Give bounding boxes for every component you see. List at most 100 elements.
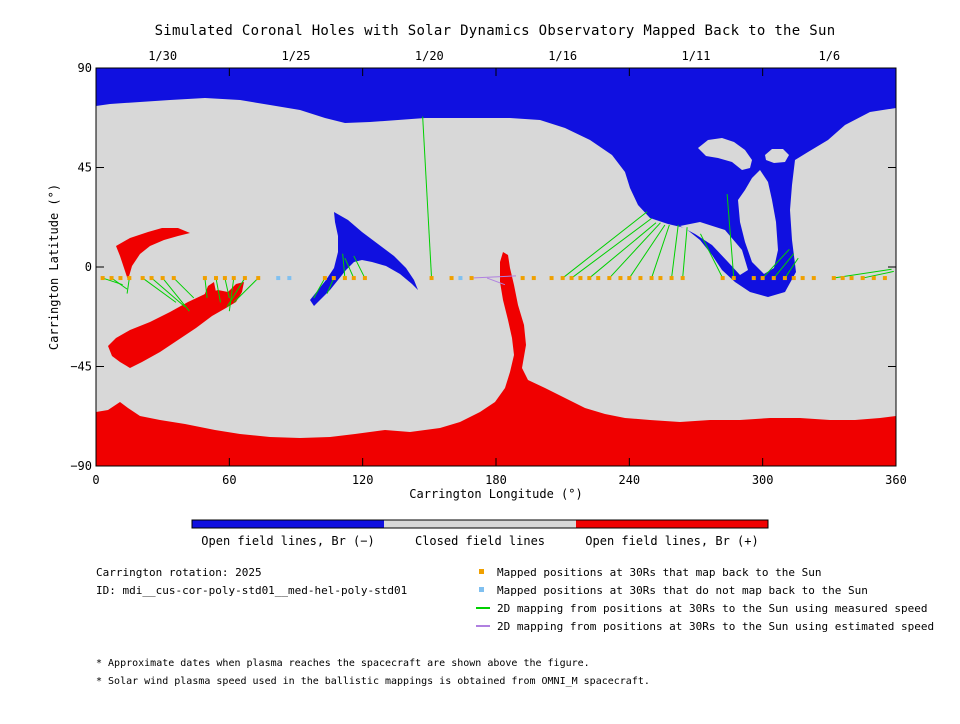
mapped-point	[560, 276, 565, 281]
mapped-point	[627, 276, 632, 281]
measured-mapping-line	[353, 255, 366, 279]
mapped-point	[171, 276, 176, 281]
x-tick-label: 180	[485, 473, 507, 487]
mapped-point	[871, 276, 876, 281]
mapped-point	[731, 276, 736, 281]
legend-unmapped-marker	[479, 587, 484, 592]
mapped-point	[256, 276, 261, 281]
colorbar-positive-segment	[576, 520, 768, 528]
mapped-point	[760, 276, 765, 281]
mapped-point	[751, 276, 756, 281]
y-tick-label: −45	[70, 360, 92, 374]
closed-island-2	[765, 149, 789, 163]
mapped-point	[231, 276, 236, 281]
mapped-point	[520, 276, 525, 281]
mapped-point	[849, 276, 854, 281]
mapped-point	[860, 276, 865, 281]
legend: Mapped positions at 30Rs that map back t…	[476, 566, 934, 633]
measured-mapping-line	[226, 277, 246, 308]
mapped-point	[242, 276, 247, 281]
mapped-point	[587, 276, 592, 281]
mapped-point	[331, 276, 336, 281]
mapped-point	[140, 276, 145, 281]
positive-coronal-hole-small	[204, 282, 216, 304]
measured-mapping-line	[589, 222, 657, 279]
closed-island-1	[698, 138, 752, 170]
x-axis-label: Carrington Longitude (°)	[409, 487, 582, 501]
measured-mapping-line	[628, 224, 666, 279]
measured-mapping-line	[422, 116, 433, 279]
mapped-point	[127, 276, 132, 281]
x-tick-label: 360	[885, 473, 907, 487]
model-id: ID: mdi__cus-cor-poly-std01__med-hel-pol…	[96, 584, 407, 597]
date-tick-label: 1/6	[818, 49, 840, 63]
y-tick-label: 45	[78, 161, 92, 175]
date-tick-label: 1/20	[415, 49, 444, 63]
measured-mapping-line	[344, 257, 355, 279]
equatorial-negative-coronal-hole	[310, 212, 418, 306]
colorbar-negative-segment	[192, 520, 384, 528]
carrington-rotation: Carrington rotation: 2025	[96, 566, 262, 579]
colorbar-frame	[191, 519, 769, 529]
x-axis: 0 60 120 180 240 300 360	[92, 68, 907, 487]
unmapped-point	[276, 276, 281, 281]
mapped-point	[429, 276, 434, 281]
y-axis: 90 45 0 −45 −90	[70, 61, 896, 473]
mapped-point	[449, 276, 454, 281]
unmapped-points	[276, 276, 463, 281]
mapped-point	[569, 276, 574, 281]
measured-mapping-line	[173, 277, 195, 299]
colorbar-label-negative: Open field lines, Br (−)	[201, 534, 374, 548]
x-tick-label: 120	[352, 473, 374, 487]
mapped-point	[109, 276, 114, 281]
chart-title: Simulated Coronal Holes with Solar Dynam…	[155, 23, 836, 39]
legend-mapped-label: Mapped positions at 30Rs that map back t…	[497, 566, 822, 579]
date-tick-label: 1/30	[148, 49, 177, 63]
colorbar-label-closed: Closed field lines	[415, 534, 545, 548]
measured-mapping-line	[762, 248, 790, 279]
mapped-point	[214, 276, 218, 281]
measured-mapping-line	[313, 277, 326, 299]
legend-measured-label: 2D mapping from positions at 30Rs to the…	[497, 602, 927, 615]
estimated-speed-mappings	[471, 275, 517, 286]
mapped-point	[618, 276, 623, 281]
mapped-point	[351, 276, 356, 281]
estimated-mapping-line	[471, 275, 517, 279]
measured-mapping-line	[726, 193, 735, 279]
legend-unmapped-label: Mapped positions at 30Rs that do not map…	[497, 584, 868, 597]
south-polar-coronal-hole	[96, 252, 896, 466]
mapped-point	[222, 276, 227, 281]
date-tick-label: 1/11	[682, 49, 711, 63]
mapped-point	[100, 276, 105, 281]
measured-mapping-line	[111, 277, 128, 290]
mapped-point	[596, 276, 601, 281]
measured-mapping-line	[233, 277, 259, 303]
mapped-point	[202, 276, 207, 281]
measured-mapping-line	[224, 277, 230, 299]
measured-mapping-line	[651, 224, 670, 279]
top-date-axis: 1/30 1/25 1/20 1/16 1/11 1/6	[148, 49, 840, 63]
mapped-point	[160, 276, 165, 281]
closed-island-3	[738, 170, 778, 274]
measured-mapping-line	[215, 277, 221, 303]
measured-mapping-line	[162, 277, 190, 312]
legend-mapped-marker	[479, 569, 484, 574]
x-tick-label: 0	[92, 473, 99, 487]
x-tick-label: 240	[618, 473, 640, 487]
mapped-point	[531, 276, 536, 281]
y-tick-label: 90	[78, 61, 92, 75]
measured-mapping-line	[562, 211, 648, 279]
mapped-point	[469, 276, 474, 281]
measured-mapping-line	[671, 224, 679, 279]
mapped-point	[791, 276, 796, 281]
footnote-dates: * Approximate dates when plasma reaches …	[96, 658, 590, 669]
closed-lane	[680, 222, 748, 275]
date-tick-label: 1/16	[548, 49, 577, 63]
y-axis-label: Carrington Latitude (°)	[47, 184, 61, 350]
mapped-point	[607, 276, 612, 281]
mapped-point	[549, 276, 554, 281]
mapped-points	[100, 276, 887, 281]
date-tick-label: 1/25	[282, 49, 311, 63]
mapped-point	[669, 276, 674, 281]
colorbar: Open field lines, Br (−) Closed field li…	[191, 519, 769, 548]
